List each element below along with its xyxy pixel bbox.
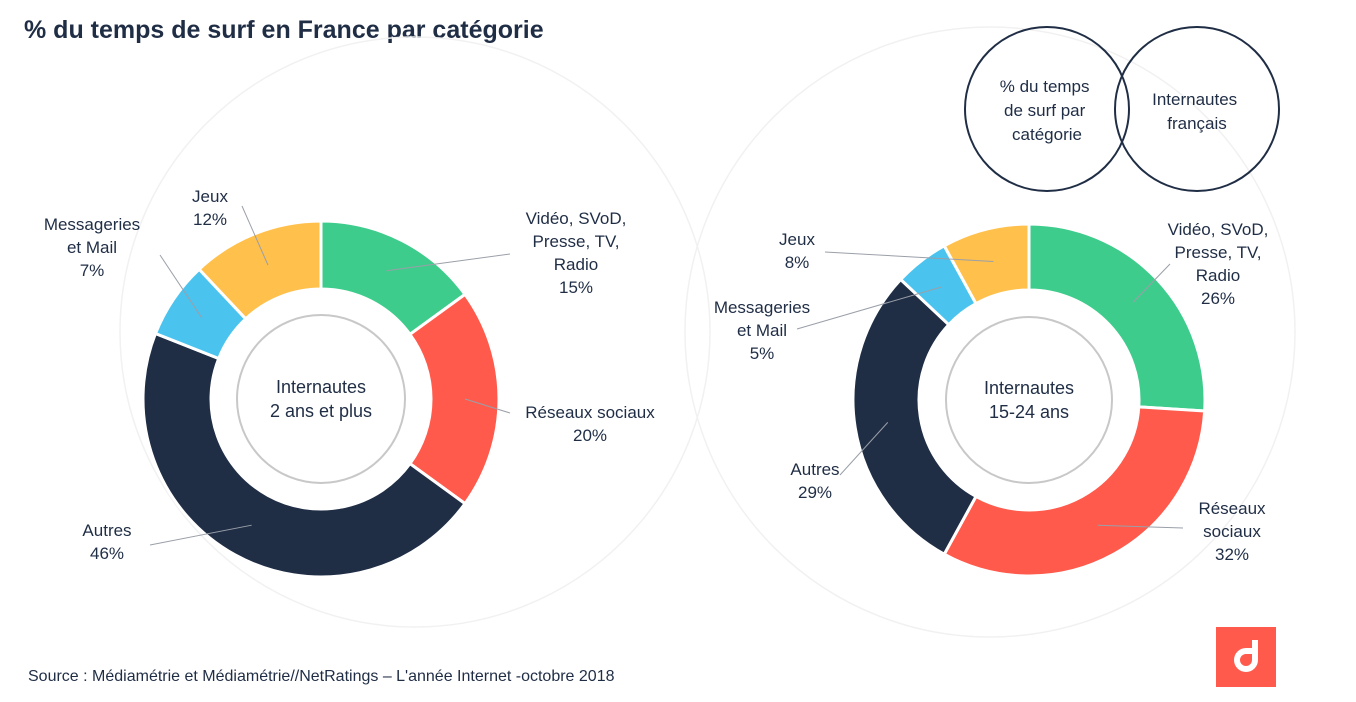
category-label: et Mail: [67, 238, 117, 257]
leader-lines: [796, 251, 1184, 529]
category-label: et Mail: [737, 321, 787, 340]
legend-text-category: % du temps de surf par catégorie: [1000, 77, 1095, 144]
legend-line: de surf par: [1004, 101, 1086, 120]
leader-line-autres: [149, 524, 252, 546]
label-jeux: Jeux 8%: [779, 230, 815, 272]
leader-line-messageries: [796, 286, 942, 330]
category-label: Messageries: [714, 298, 810, 317]
label-jeux: Jeux 12%: [192, 187, 228, 229]
donut-slices: [141, 219, 501, 579]
value-label: 5%: [750, 344, 775, 363]
slice-reseaux: [942, 405, 1207, 578]
category-label: Autres: [790, 460, 839, 479]
category-label: Jeux: [779, 230, 815, 249]
slice-reseaux: [407, 292, 501, 506]
category-label: Messageries: [44, 215, 140, 234]
category-label: Jeux: [192, 187, 228, 206]
label-autres: Autres 46%: [82, 521, 131, 563]
value-label: 8%: [785, 253, 810, 272]
category-label: Vidéo, SVoD,: [526, 209, 627, 228]
leader-line-messageries: [159, 254, 203, 319]
donut-chart-all-users: Vidéo, SVoD, Presse, TV, Radio 15% Réseaux s…: [44, 187, 655, 579]
slice-video: [1027, 222, 1207, 413]
leader-line-jeux: [824, 251, 994, 262]
value-label: 15%: [559, 278, 593, 297]
label-video: Vidéo, SVoD, Presse, TV, Radio 15%: [526, 209, 627, 297]
center-label-line: 2 ans et plus: [270, 401, 372, 421]
category-label: Presse, TV,: [533, 232, 620, 251]
slice-labels: Vidéo, SVoD, Presse, TV, Radio 15% Réseaux s…: [44, 187, 655, 563]
value-label: 32%: [1215, 545, 1249, 564]
leader-line-autres: [839, 422, 889, 476]
leader-line-video: [1132, 263, 1171, 303]
center-label-line: Internautes: [984, 378, 1074, 398]
logo-background: [1216, 627, 1276, 687]
leader-lines: [149, 205, 511, 546]
value-label: 26%: [1201, 289, 1235, 308]
legend-line: Internautes: [1152, 90, 1237, 109]
source-note: Source : Médiamétrie et Médiamétrie//Net…: [28, 668, 615, 685]
logo-mark: [1234, 640, 1258, 672]
label-messageries: Messageries et Mail 5%: [714, 298, 810, 363]
center-circle: [945, 316, 1113, 484]
value-label: 20%: [573, 426, 607, 445]
center-circle: [236, 314, 406, 484]
leader-line-video: [386, 253, 511, 272]
category-label: Presse, TV,: [1175, 243, 1262, 262]
leader-line-reseaux: [464, 398, 511, 414]
label-video: Vidéo, SVoD, Presse, TV, Radio 26%: [1168, 220, 1269, 308]
category-label: Vidéo, SVoD,: [1168, 220, 1269, 239]
brand-logo: [1216, 627, 1276, 687]
center-label-line: 15-24 ans: [989, 402, 1069, 422]
legend-line: % du temps: [1000, 77, 1090, 96]
background-circle-left: [119, 36, 711, 628]
background-circle-right: [684, 26, 1296, 638]
legend-circle-category: [964, 26, 1130, 192]
value-label: 29%: [798, 483, 832, 502]
center-label-line: Internautes: [276, 377, 366, 397]
donut-chart-15-24: Vidéo, SVoD, Presse, TV, Radio 26% Réseaux so…: [714, 220, 1269, 578]
legend-text-users: Internautes français: [1152, 90, 1242, 133]
leader-line-jeux: [241, 205, 269, 266]
label-autres: Autres 29%: [790, 460, 839, 502]
slice-jeux: [942, 222, 1031, 306]
slice-autres: [141, 331, 468, 579]
center-label: Internautes 2 ans et plus: [270, 377, 372, 421]
category-label: Autres: [82, 521, 131, 540]
legend-line: français: [1167, 114, 1227, 133]
category-label: Radio: [1196, 266, 1240, 285]
category-label: Réseaux sociaux: [525, 403, 655, 422]
venn-legend: % du temps de surf par catégorie Interna…: [964, 26, 1280, 192]
value-label: 12%: [193, 210, 227, 229]
value-label: 7%: [80, 261, 105, 280]
category-label: sociaux: [1203, 522, 1261, 541]
slice-labels: Vidéo, SVoD, Presse, TV, Radio 26% Réseaux so…: [714, 220, 1269, 564]
category-label: Radio: [554, 255, 598, 274]
donut-slices: [851, 222, 1207, 578]
leader-line-reseaux: [1097, 524, 1184, 529]
legend-circle-users: [1114, 26, 1280, 192]
slice-jeux: [197, 219, 323, 321]
category-label: Réseaux: [1198, 499, 1266, 518]
label-reseaux: Réseaux sociaux 32%: [1198, 499, 1266, 564]
slice-autres: [851, 277, 979, 557]
label-messageries: Messageries et Mail 7%: [44, 215, 140, 280]
label-reseaux: Réseaux sociaux 20%: [525, 403, 655, 445]
legend-line: catégorie: [1012, 125, 1082, 144]
center-label: Internautes 15-24 ans: [984, 378, 1074, 422]
value-label: 46%: [90, 544, 124, 563]
